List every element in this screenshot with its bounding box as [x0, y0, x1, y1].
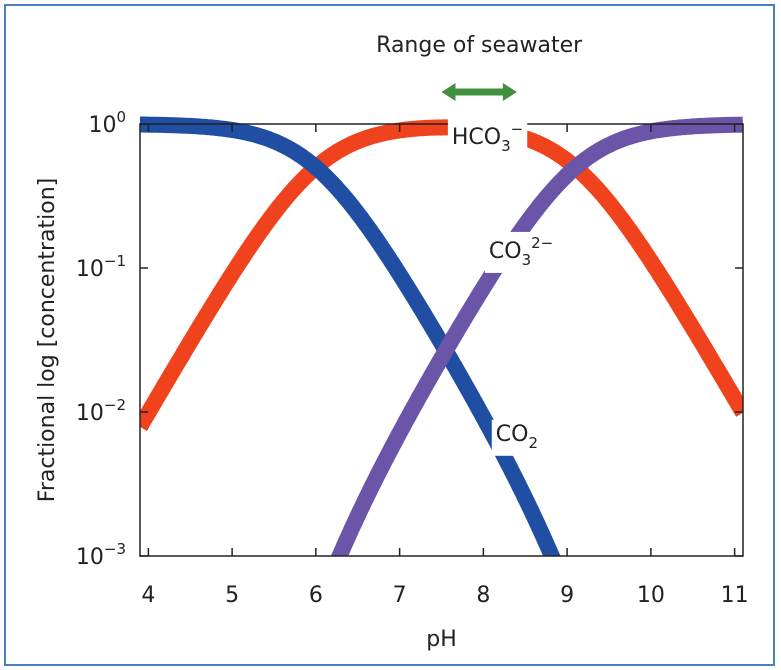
x-tick-label: 10 [637, 583, 665, 608]
range-arrow-right-head [503, 83, 517, 101]
x-tick-label: 5 [225, 583, 239, 608]
figure-frame: 4 5 6 7 8 9 10 11 100 10−1 10−2 10−3 CO2 HCO3− CO32− … [4, 4, 775, 666]
series-label-co3: CO32− [485, 232, 557, 273]
annotation-text: Range of seawater [376, 33, 583, 58]
x-tick-label: 7 [393, 583, 407, 608]
seawater-range-annotation: Range of seawater [376, 33, 583, 101]
x-tick-label: 6 [309, 583, 323, 608]
series-line-hco3 [140, 127, 743, 427]
range-arrow-left-head [442, 83, 456, 101]
x-tick-label: 11 [721, 583, 749, 608]
x-tick-label: 8 [476, 583, 490, 608]
x-axis-title: pH [426, 627, 457, 652]
series-labels: CO2 HCO3− CO32− [448, 118, 557, 456]
y-tick-label: 10−2 [76, 396, 126, 426]
y-tick-label: 10−3 [76, 540, 126, 570]
y-tick-label: 10−1 [76, 252, 126, 282]
series-line-co3 [140, 125, 743, 614]
series-label-co2: CO2 [492, 420, 542, 456]
series-label-hco3: HCO3− [448, 118, 527, 159]
x-tick-label: 4 [141, 583, 155, 608]
y-axis-title: Fractional log [concentration] [35, 178, 60, 502]
x-tick-label: 9 [560, 583, 574, 608]
curves-layer [140, 125, 743, 614]
y-tick-label: 100 [88, 108, 126, 138]
